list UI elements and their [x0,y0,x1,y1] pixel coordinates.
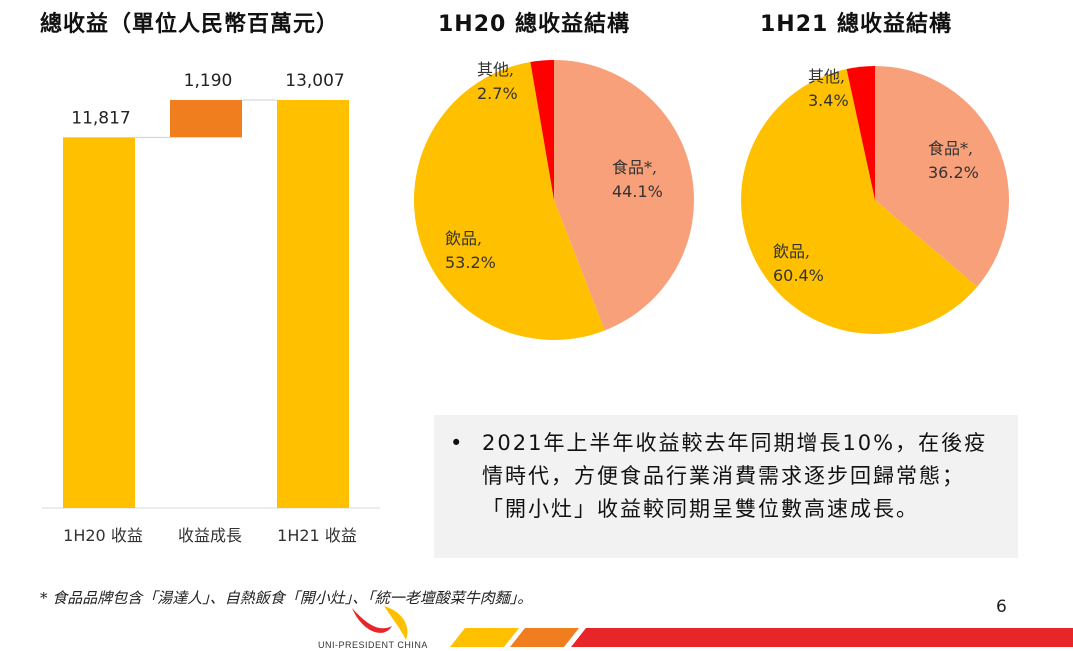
bar-value-label-3: 13,007 [285,71,344,91]
pie-1h21-slice-3 [846,66,875,200]
pie-1h20-title: 1H20 總收益結構 [438,12,630,37]
pie-1h21-slice-2-value: 60.4% [773,266,824,285]
revenue-chart-title: 總收益（單位人民幣百萬元） [40,12,340,37]
summary-box: • 2021年上半年收益較去年同期增長10%，在後疫情時代，方便食品行業消費需求… [434,415,1018,558]
pie-1h20-slice-1-value: 44.1% [612,182,663,201]
pie-1h20-slice-2-value: 53.2% [445,253,496,272]
pie-1h21-title: 1H21 總收益結構 [760,12,952,37]
footer-stripe-orange [510,628,579,647]
pie-1h20-slice-2-name: 飲品, [445,229,482,248]
pie-1h20-slice-2 [414,62,605,340]
pie-1h20-slice-3-value: 2.7% [477,84,518,103]
footnote: * 食品品牌包含「湯達人」、自熱飯食「開小灶」、「統一老壇酸菜牛肉麵」。 [40,589,533,607]
bar-category-label-2: 收益成長 [178,526,242,545]
pie-1h21-slice-1-value: 36.2% [928,163,979,182]
summary-text: 2021年上半年收益較去年同期增長10%，在後疫情時代，方便食品行業消費需求逐步… [482,431,988,521]
pie-1h21-slice-3-name: 其他, [808,67,845,86]
logo-text: UNI-PRESIDENT CHINA [318,640,428,650]
pie-1h21-slice-2-name: 飲品, [773,242,810,261]
footer-stripe-yellow [450,628,519,647]
pie-1h21-slice-3-value: 3.4% [808,91,849,110]
logo-emblem-red [352,608,392,633]
page-number: 6 [996,597,1007,617]
waterfall-bar-1 [63,137,135,509]
waterfall-bar-3 [277,100,349,508]
logo-emblem-yellow [384,606,408,640]
bar-value-label-2: 1,190 [184,71,233,91]
footer-stripe-red [571,628,1073,647]
pie-1h21-slice-2 [741,69,978,335]
waterfall-bar-2 [170,100,242,138]
bar-value-label-1: 11,817 [71,108,130,128]
pie-1h20-slice-1 [554,60,695,331]
bullet-marker: • [450,431,465,455]
pie-1h20-slice-3 [530,60,554,200]
pie-1h21-slice-1 [875,66,1010,287]
bar-category-label-3: 1H21 收益 [277,526,357,545]
pie-1h20-slice-3-name: 其他, [477,60,514,79]
pie-1h20-slice-1-name: 食品*, [612,158,657,177]
bar-category-label-1: 1H20 收益 [63,526,143,545]
pie-1h21-slice-1-name: 食品*, [928,139,973,158]
